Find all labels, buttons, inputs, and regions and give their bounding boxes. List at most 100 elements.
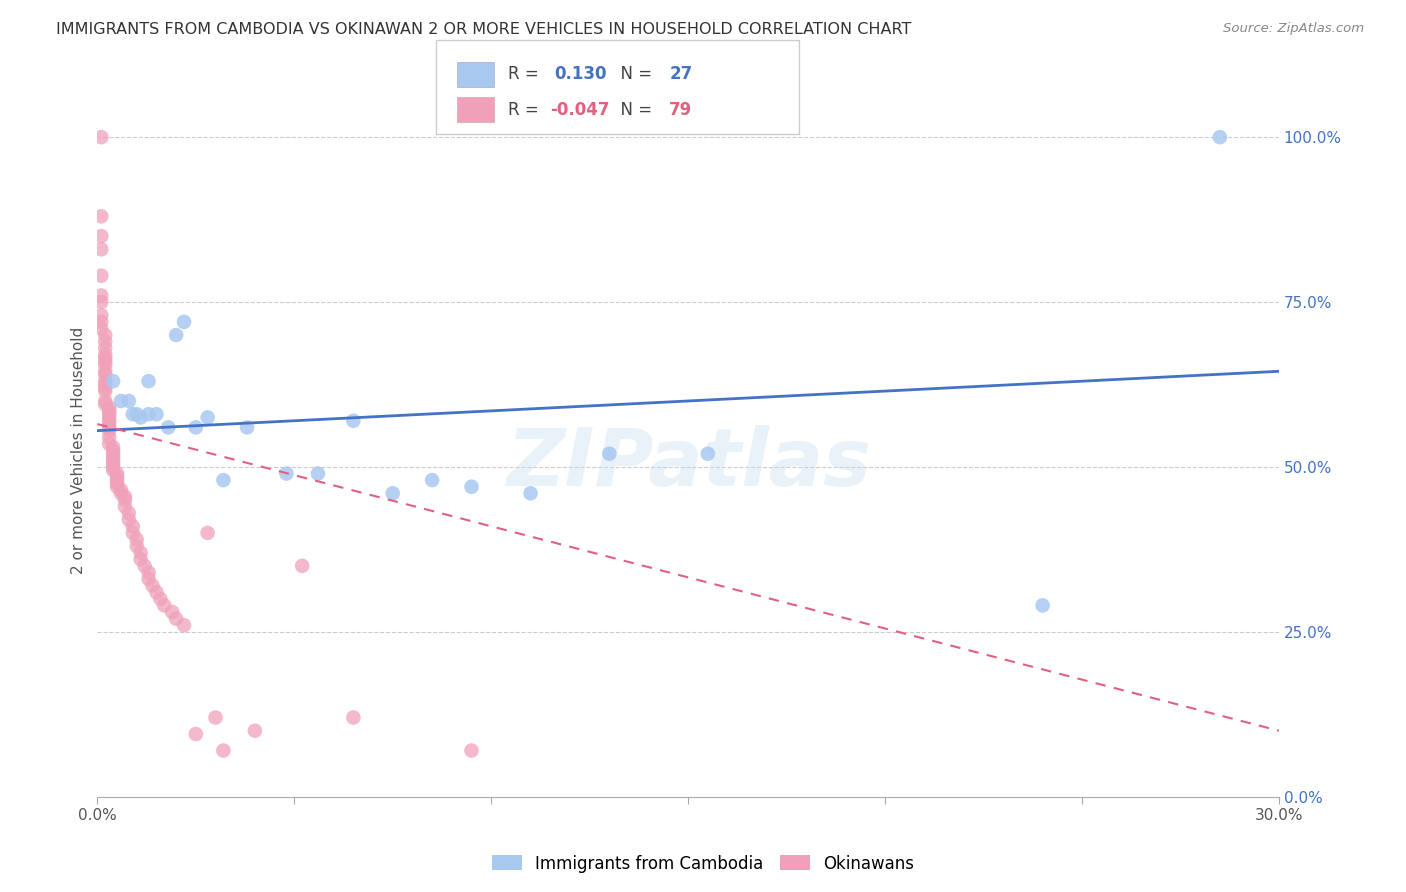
Point — [94, 394, 117, 409]
Point — [105, 476, 128, 491]
Point — [105, 473, 128, 487]
Point — [460, 480, 482, 494]
Point — [149, 591, 172, 606]
Point — [121, 519, 143, 533]
Point — [145, 585, 167, 599]
Point — [101, 450, 124, 464]
Y-axis label: 2 or more Vehicles in Household: 2 or more Vehicles in Household — [72, 326, 86, 574]
Point — [138, 572, 160, 586]
Point — [94, 328, 117, 343]
Point — [243, 723, 266, 738]
Point — [90, 295, 112, 310]
Point — [138, 407, 160, 421]
Point — [90, 130, 112, 145]
Text: N =: N = — [610, 65, 658, 83]
Point — [114, 490, 136, 504]
Point — [98, 417, 121, 431]
Point — [101, 463, 124, 477]
Point — [94, 384, 117, 398]
Point — [101, 443, 124, 458]
Point — [129, 546, 152, 560]
Point — [173, 315, 195, 329]
Text: ZIPatlas: ZIPatlas — [506, 425, 870, 503]
Point — [125, 539, 148, 553]
Point — [94, 354, 117, 368]
Point — [212, 473, 235, 487]
Point — [90, 242, 112, 256]
Point — [94, 397, 117, 411]
Text: R =: R = — [508, 65, 544, 83]
Point — [94, 374, 117, 388]
Point — [90, 308, 112, 322]
Point — [129, 410, 152, 425]
Point — [98, 420, 121, 434]
Point — [291, 558, 314, 573]
Point — [381, 486, 404, 500]
Point — [94, 368, 117, 382]
Point — [118, 506, 141, 520]
Text: 27: 27 — [669, 65, 693, 83]
Point — [118, 513, 141, 527]
Point — [307, 467, 329, 481]
Point — [125, 407, 148, 421]
Point — [98, 407, 121, 421]
Point — [121, 525, 143, 540]
Point — [98, 404, 121, 418]
Point — [129, 552, 152, 566]
Point — [184, 420, 207, 434]
Point — [105, 480, 128, 494]
Point — [105, 470, 128, 484]
Point — [342, 414, 364, 428]
Point — [90, 321, 112, 335]
Point — [90, 268, 112, 283]
Point — [90, 315, 112, 329]
Point — [94, 341, 117, 355]
Legend: Immigrants from Cambodia, Okinawans: Immigrants from Cambodia, Okinawans — [485, 848, 921, 880]
Point — [101, 440, 124, 454]
Point — [460, 743, 482, 757]
Point — [138, 566, 160, 580]
Point — [121, 407, 143, 421]
Point — [165, 612, 187, 626]
Point — [101, 447, 124, 461]
Point — [110, 394, 132, 409]
Point — [101, 459, 124, 474]
Point — [197, 525, 219, 540]
Point — [160, 605, 183, 619]
Point — [98, 430, 121, 444]
Point — [114, 500, 136, 514]
Point — [90, 229, 112, 244]
Point — [125, 533, 148, 547]
Text: N =: N = — [610, 101, 658, 119]
Point — [98, 437, 121, 451]
Point — [101, 457, 124, 471]
Point — [94, 334, 117, 349]
Point — [696, 447, 718, 461]
Point — [134, 558, 156, 573]
Point — [110, 483, 132, 497]
Text: R =: R = — [508, 101, 544, 119]
Point — [138, 374, 160, 388]
Point — [157, 420, 180, 434]
Point — [94, 364, 117, 378]
Point — [94, 351, 117, 365]
Point — [118, 394, 141, 409]
Point — [94, 358, 117, 372]
Point — [94, 377, 117, 392]
Point — [212, 743, 235, 757]
Point — [342, 710, 364, 724]
Point — [598, 447, 620, 461]
Point — [165, 328, 187, 343]
Point — [101, 374, 124, 388]
Point — [276, 467, 298, 481]
Text: 79: 79 — [669, 101, 693, 119]
Point — [98, 414, 121, 428]
Point — [101, 453, 124, 467]
Point — [184, 727, 207, 741]
Text: -0.047: -0.047 — [550, 101, 609, 119]
Point — [145, 407, 167, 421]
Point — [1209, 130, 1232, 145]
Point — [90, 288, 112, 302]
Point — [98, 410, 121, 425]
Point — [94, 348, 117, 362]
